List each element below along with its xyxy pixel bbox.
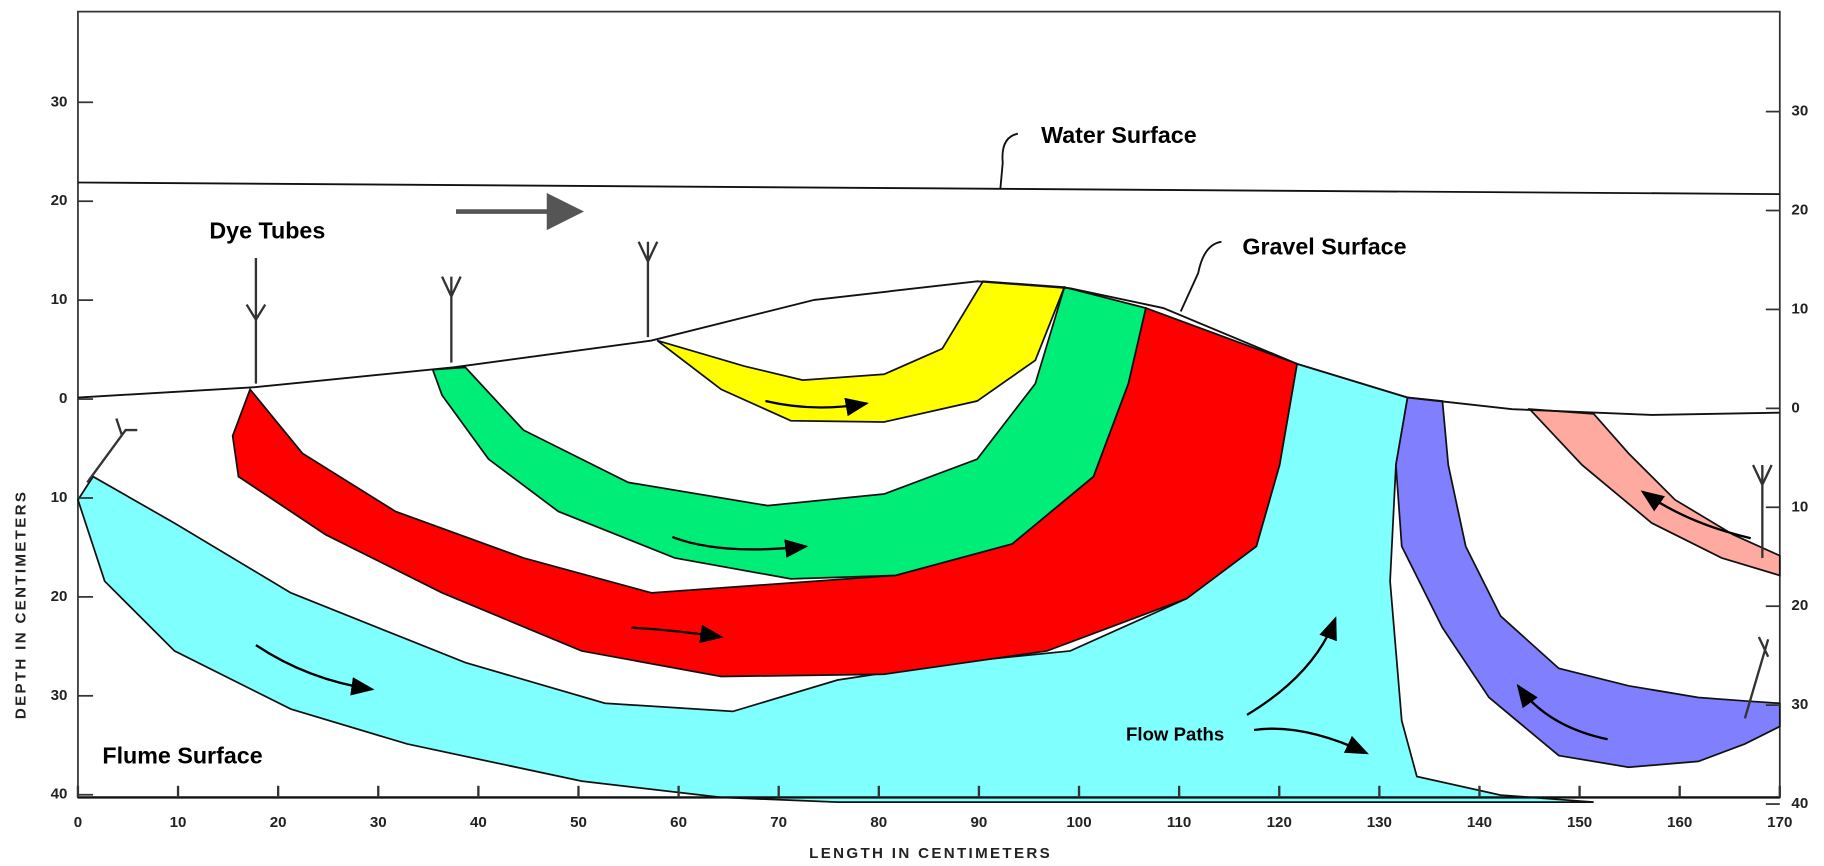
x-tick-label: 80 (870, 814, 887, 831)
y-tick-label-left: 20 (51, 192, 68, 209)
flow-paths-label: Flow Paths (1126, 723, 1224, 744)
x-tick-label: 90 (971, 814, 988, 831)
red-flow-band (231, 306, 1299, 678)
x-tick-label: 40 (470, 814, 487, 831)
y-tick-label-right: 0 (1791, 399, 1799, 416)
y-tick-label-left: 30 (51, 687, 68, 704)
water-surface-line (77, 181, 1780, 196)
flume-surface-label: Flume Surface (102, 743, 262, 769)
x-tick-label: 170 (1767, 814, 1792, 831)
x-tick-label: 140 (1467, 814, 1492, 831)
flow-arrows (255, 397, 1751, 755)
y-tick-label-left: 0 (59, 390, 67, 407)
blue-flow-band (1395, 396, 1781, 769)
x-tick-label: 20 (270, 814, 287, 831)
x-tick-label: 50 (570, 814, 587, 831)
y-axis-label: DEPTH IN CENTIMETERS (13, 490, 30, 719)
y-tick-label-right: 10 (1791, 300, 1808, 317)
y-tick-label-right: 30 (1791, 696, 1808, 713)
dye-tubes-label: Dye Tubes (209, 217, 325, 243)
gravel-pointer (1179, 240, 1222, 312)
x-tick-label: 120 (1267, 814, 1292, 831)
x-tick-label: 100 (1066, 814, 1091, 831)
green-flow-band (431, 286, 1147, 580)
x-tick-label: 150 (1567, 814, 1592, 831)
y-tick-label-right: 20 (1791, 202, 1808, 219)
y-tick-label-left: 40 (51, 786, 68, 803)
x-tick-label: 70 (770, 814, 787, 831)
y-tick-label-left: 20 (51, 588, 68, 605)
gravel-surface-label: Gravel Surface (1242, 234, 1406, 260)
x-tick-label: 160 (1667, 814, 1692, 831)
x-tick-label: 60 (670, 814, 687, 831)
x-tick-label: 10 (170, 814, 187, 831)
pink-flow-band (1527, 408, 1781, 577)
gravel-surface-line (77, 280, 1780, 416)
yellow-flow-band (656, 280, 1066, 423)
x-tick-label: 110 (1167, 814, 1191, 831)
water-pointer (999, 132, 1019, 189)
y-tick-label-left: 30 (51, 93, 68, 110)
y-tick-label-right: 30 (1791, 103, 1808, 120)
y-tick-label-left: 10 (51, 291, 68, 308)
x-tick-label: 0 (74, 814, 82, 831)
y-tick-label-right: 40 (1791, 795, 1808, 812)
y-tick-label-left: 10 (51, 489, 68, 506)
x-tick-label: 30 (370, 814, 387, 831)
y-tick-label-right: 10 (1791, 498, 1808, 515)
y-tick-label-right: 20 (1791, 597, 1808, 614)
x-tick-label: 130 (1367, 814, 1392, 831)
water-surface-label: Water Surface (1041, 122, 1197, 148)
dye-tubes (86, 241, 1773, 719)
x-axis-label: LENGTH IN CENTIMETERS (809, 845, 1052, 862)
